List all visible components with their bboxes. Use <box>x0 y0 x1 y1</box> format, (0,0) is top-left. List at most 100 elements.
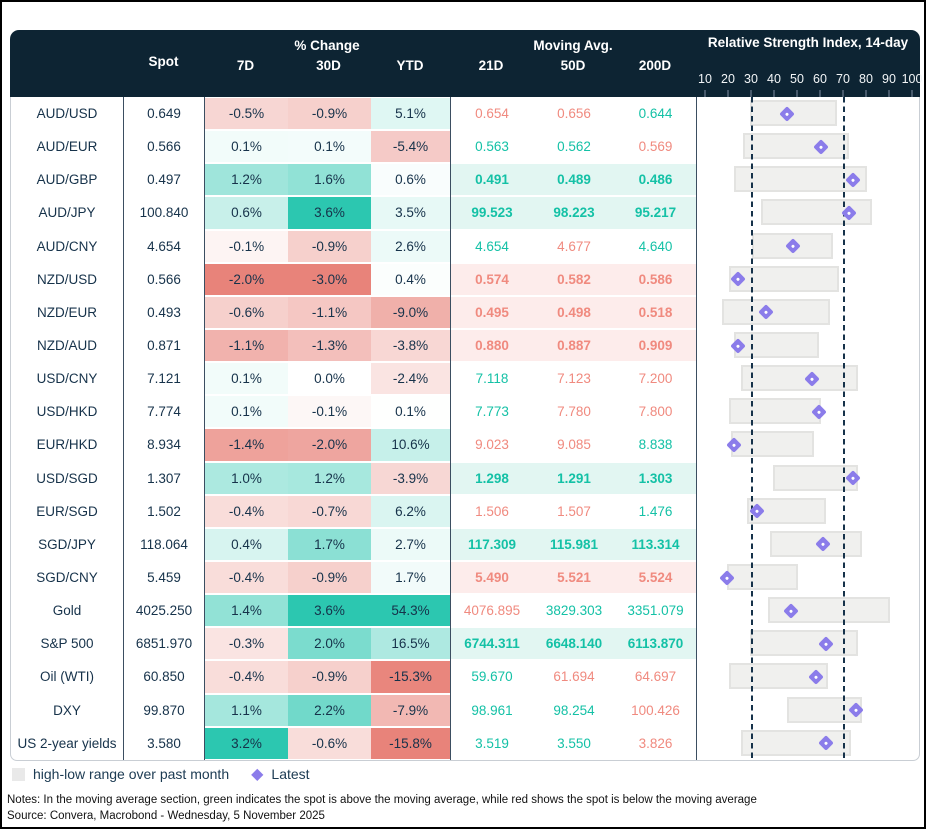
rsi-cell <box>697 296 920 329</box>
rsi-cell <box>697 362 920 395</box>
pct-change-cell-30d: 1.7% <box>288 527 371 561</box>
pct-change-cell-ytd: 2.7% <box>371 527 451 561</box>
rsi-axis-tick-mark <box>750 90 752 97</box>
rsi-cell <box>697 130 920 163</box>
spot-value: 7.121 <box>124 362 205 396</box>
header-col-50d: 50D <box>560 58 586 73</box>
rsi-range-bar <box>740 729 851 756</box>
legend: high-low range over past month ◆ Latest <box>12 766 310 782</box>
pct-change-cell-7d: -2.0% <box>205 262 288 296</box>
spot-value: 60.850 <box>124 660 205 694</box>
rsi-range-bar <box>729 265 840 292</box>
rsi-cell <box>697 230 920 263</box>
moving-avg-cell-21d: 0.880 <box>451 328 533 363</box>
pct-change-cell-30d: -2.0% <box>288 428 371 462</box>
rsi-axis-tick-mark <box>865 90 867 97</box>
moving-avg-cell-21d: 7.773 <box>451 395 533 428</box>
pct-change-cell-ytd: -3.8% <box>371 328 451 363</box>
moving-avg-cell-50d: 7.123 <box>533 362 615 395</box>
pct-change-cell-ytd: 3.5% <box>371 196 451 230</box>
rsi-axis-tick-mark <box>727 90 729 97</box>
moving-avg-cell-21d: 3.519 <box>451 727 533 760</box>
moving-avg-cell-50d: 98.223 <box>533 196 615 230</box>
latest-diamond-icon: ◆ <box>251 765 264 783</box>
rsi-reference-line-30 <box>751 97 753 760</box>
pct-change-cell-ytd: -2.4% <box>371 362 451 396</box>
moving-avg-cell-21d: 5.490 <box>451 560 533 595</box>
moving-avg-cell-50d: 6648.140 <box>533 627 615 661</box>
pct-change-cell-ytd: -3.9% <box>371 461 451 495</box>
rsi-cell <box>697 462 920 495</box>
source-text: Source: Convera, Macrobond - Wednesday, … <box>7 810 325 822</box>
pct-change-cell-30d: -0.7% <box>288 494 371 528</box>
pct-change-cell-7d: 1.1% <box>205 693 288 727</box>
rsi-axis-tick-label: 60 <box>813 72 827 86</box>
moving-avg-cell-21d: 9.023 <box>451 428 533 461</box>
rsi-axis-tick-label: 10 <box>698 72 712 86</box>
pair-label: NZD/USD <box>11 262 124 296</box>
pair-label: S&P 500 <box>11 627 124 661</box>
pair-label: SGD/JPY <box>11 527 124 561</box>
pct-change-cell-30d: -0.9% <box>288 229 371 263</box>
spot-value: 100.840 <box>124 196 205 230</box>
moving-avg-cell-21d: 0.574 <box>451 262 533 296</box>
pct-change-cell-7d: -0.1% <box>205 229 288 263</box>
spot-value: 99.870 <box>124 693 205 727</box>
pct-change-cell-30d: 1.6% <box>288 163 371 197</box>
pair-label: NZD/AUD <box>11 328 124 363</box>
pct-change-cell-30d: -3.0% <box>288 262 371 296</box>
moving-avg-cell-21d: 0.491 <box>451 163 533 197</box>
rsi-cell <box>697 660 920 693</box>
moving-avg-cell-200d: 64.697 <box>615 660 697 694</box>
rsi-axis-tick-label: 30 <box>744 72 758 86</box>
rsi-cell <box>697 694 920 727</box>
moving-avg-cell-200d: 3.826 <box>615 726 697 760</box>
rsi-axis-tick-label: 90 <box>882 72 896 86</box>
moving-avg-cell-21d: 59.670 <box>451 660 533 693</box>
spot-value: 1.307 <box>124 461 205 495</box>
moving-avg-cell-200d: 1.303 <box>615 461 697 495</box>
moving-avg-cell-21d: 6744.311 <box>451 627 533 661</box>
rsi-axis-tick-label: 50 <box>790 72 804 86</box>
rsi-cell <box>697 594 920 627</box>
moving-avg-cell-200d: 0.586 <box>615 262 697 296</box>
moving-avg-cell-50d: 61.694 <box>533 660 615 693</box>
pct-change-cell-7d: 0.1% <box>205 130 288 164</box>
moving-avg-cell-200d: 100.426 <box>615 693 697 727</box>
pct-change-cell-ytd: 10.6% <box>371 428 451 462</box>
moving-avg-cell-200d: 8.838 <box>615 428 697 462</box>
pct-change-cell-30d: -0.9% <box>288 660 371 694</box>
rsi-cell <box>697 163 920 196</box>
spot-value: 118.064 <box>124 527 205 561</box>
moving-avg-cell-200d: 0.486 <box>615 163 697 197</box>
moving-avg-cell-200d: 0.909 <box>615 328 697 363</box>
pair-label: USD/SGD <box>11 461 124 495</box>
pct-change-cell-ytd: 5.1% <box>371 97 451 131</box>
pct-change-cell-7d: -0.3% <box>205 627 288 661</box>
pair-label: DXY <box>11 693 124 727</box>
pct-change-cell-ytd: -5.4% <box>371 130 451 164</box>
moving-avg-cell-50d: 9.085 <box>533 428 615 461</box>
table-body: AUD/USD 0.649 -0.5% -0.9% 5.1% 0.654 0.656 0.64… <box>10 97 920 761</box>
moving-avg-cell-50d: 3829.303 <box>533 594 615 627</box>
rsi-cell <box>697 561 920 594</box>
pct-change-cell-7d: 0.1% <box>205 395 288 429</box>
pct-change-cell-30d: 2.0% <box>288 627 371 661</box>
pct-change-cell-ytd: 54.3% <box>371 594 451 628</box>
pct-change-cell-30d: 0.0% <box>288 362 371 396</box>
rsi-range-bar <box>722 298 831 325</box>
spot-value: 5.459 <box>124 560 205 595</box>
spot-value: 3.580 <box>124 726 205 760</box>
header-col-ytd: YTD <box>396 58 424 73</box>
rsi-axis-tick-label: 40 <box>767 72 781 86</box>
moving-avg-cell-200d: 1.476 <box>615 494 697 528</box>
pct-change-cell-ytd: 2.6% <box>371 229 451 263</box>
rsi-cell <box>697 627 920 660</box>
moving-avg-cell-200d: 0.644 <box>615 97 697 131</box>
rsi-axis-tick-mark <box>704 90 706 97</box>
moving-avg-cell-50d: 7.780 <box>533 395 615 428</box>
pct-change-cell-ytd: -15.3% <box>371 660 451 694</box>
moving-avg-cell-200d: 0.569 <box>615 130 697 164</box>
rsi-cell <box>697 329 920 362</box>
